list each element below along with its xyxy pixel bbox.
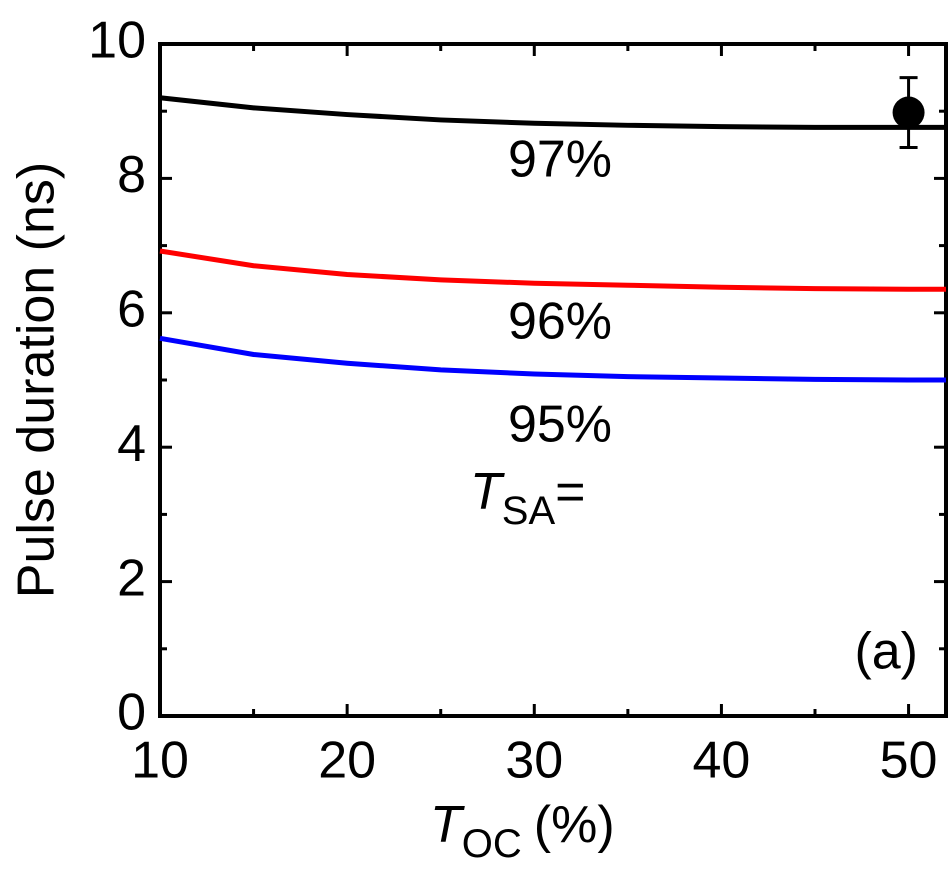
y-tick-label: 4	[117, 415, 146, 473]
annotation-subscript: SA	[502, 489, 556, 533]
series-label: 95%	[508, 396, 612, 454]
x-tick-label: 40	[693, 732, 751, 790]
x-tick-label: 50	[880, 732, 938, 790]
y-tick-label: 6	[117, 281, 146, 339]
x-label-suffix: (%)	[534, 796, 615, 854]
x-tick-label: 30	[505, 732, 563, 790]
annotation: TSA=	[470, 463, 586, 533]
annotation-suffix: =	[555, 463, 585, 521]
y-axis-label: Pulse duration (ns)	[8, 162, 66, 598]
series-label: 97%	[508, 131, 612, 189]
series-line	[159, 248, 946, 292]
annotation-symbol: T	[470, 463, 505, 521]
panel-label: (a)	[854, 623, 918, 681]
series-line	[159, 95, 946, 130]
x-axis-label: TOC (%)	[430, 796, 615, 866]
y-tick-label: 10	[88, 12, 146, 70]
data-point	[892, 96, 925, 129]
y-tick-label: 0	[117, 684, 146, 742]
series-line	[159, 335, 946, 383]
x-tick-label: 10	[131, 732, 189, 790]
y-tick-label: 2	[117, 549, 146, 607]
x-label-symbol: T	[430, 796, 465, 854]
series-label: 96%	[508, 293, 612, 351]
x-label-subscript: OC	[462, 822, 522, 866]
y-tick-label: 8	[117, 146, 146, 204]
x-tick-label: 20	[318, 732, 376, 790]
